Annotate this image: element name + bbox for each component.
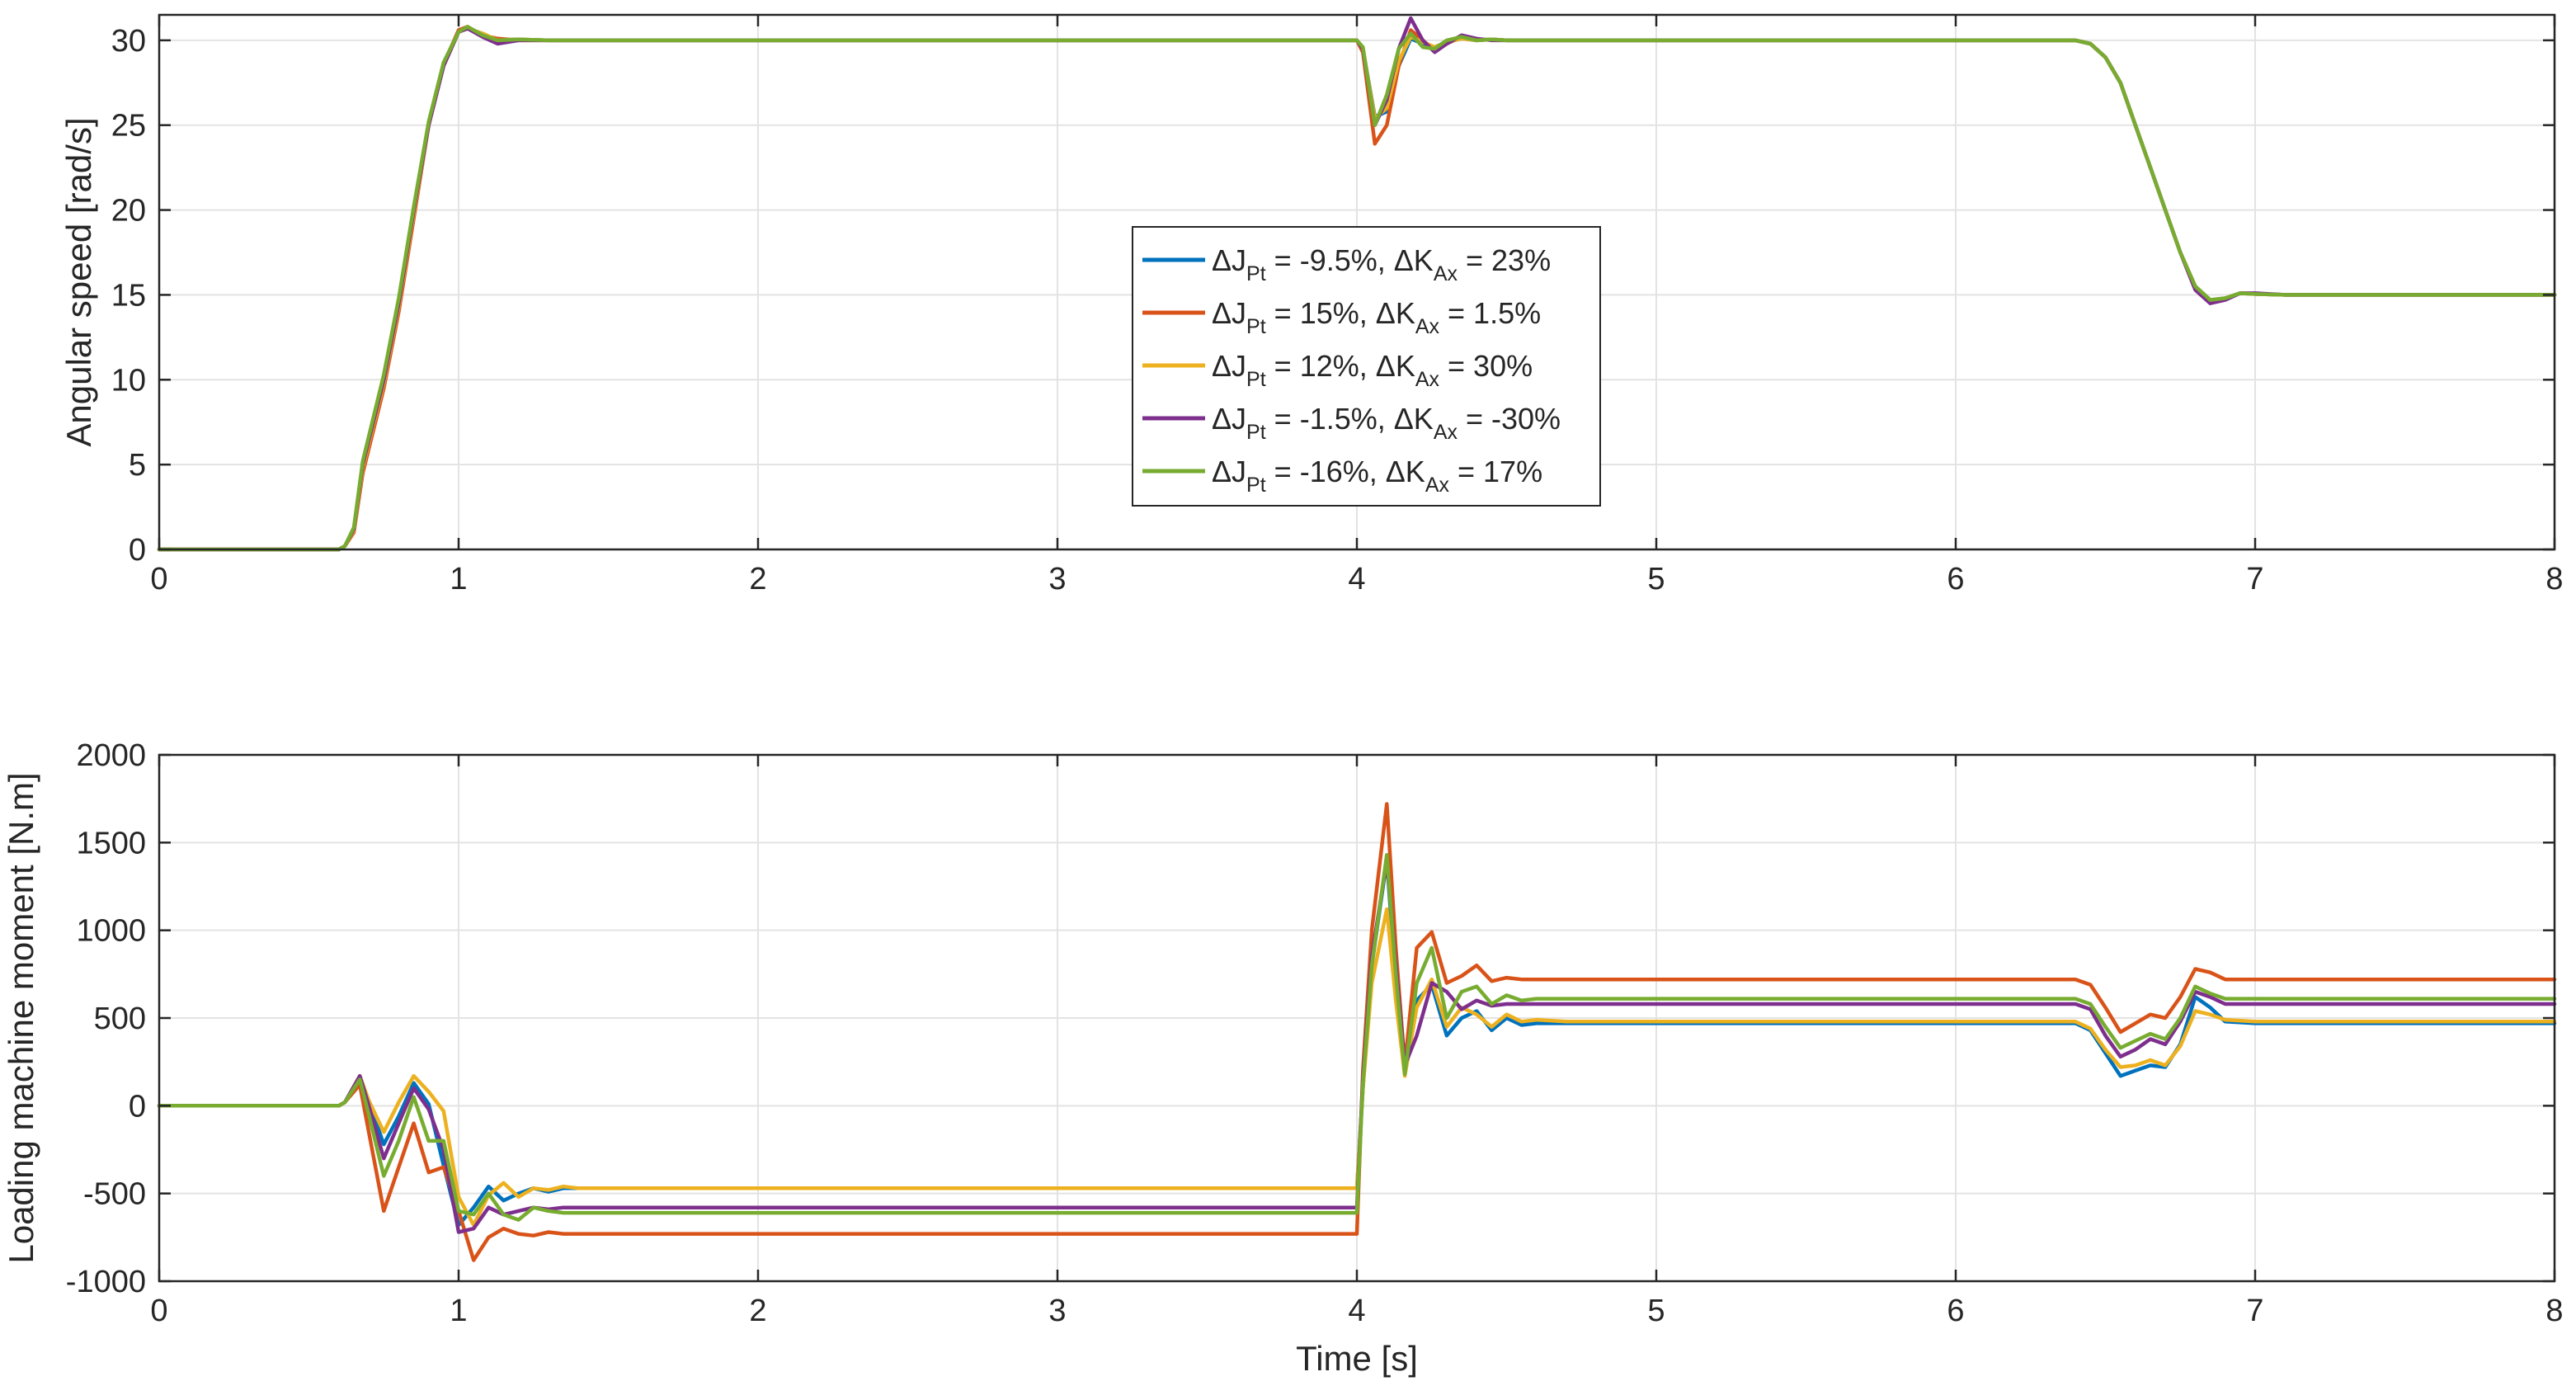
legend-subscript: Ax — [1425, 474, 1450, 497]
y-tick-label: 2000 — [76, 738, 146, 773]
legend-subscript: Pt — [1246, 421, 1266, 444]
x-tick-label: 2 — [749, 1294, 766, 1328]
x-tick-label: 7 — [2246, 562, 2263, 596]
legend-text-part: = 12%, — [1266, 349, 1376, 383]
x-tick-label: 8 — [2545, 1294, 2563, 1328]
x-tick-label: 5 — [1647, 1294, 1665, 1328]
y-tick-label: 1500 — [76, 826, 146, 860]
x-tick-label: 7 — [2246, 1294, 2263, 1328]
x-tick-label: 3 — [1048, 1294, 1066, 1328]
y-tick-label: 20 — [111, 194, 146, 229]
legend-subscript: Pt — [1246, 315, 1266, 338]
legend-text-part: ΔJ — [1212, 243, 1246, 277]
legend-subscript: Ax — [1434, 421, 1458, 444]
legend-text-part: = -1.5%, — [1266, 402, 1394, 436]
legend-subscript: Ax — [1434, 262, 1458, 285]
legend-box — [1132, 226, 1601, 507]
legend-text-part: ΔK — [1376, 296, 1415, 330]
legend-entry-1: ΔJPt = -9.5%, ΔKAx = 23% — [1212, 243, 1551, 285]
y-tick-label: 1000 — [76, 914, 146, 949]
legend-text-part: = 15%, — [1266, 296, 1376, 330]
legend: ΔJPt = -9.5%, ΔKAx = 23%ΔJPt = 15%, ΔKAx… — [1132, 226, 1601, 507]
y-tick-label: 25 — [111, 109, 146, 144]
y-tick-label: -1000 — [66, 1265, 146, 1299]
legend-subscript: Ax — [1415, 368, 1440, 391]
legend-text-part: = 1.5% — [1439, 296, 1541, 330]
legend-subscript: Pt — [1246, 262, 1266, 285]
legend-text-part: = -16%, — [1266, 455, 1386, 488]
x-tick-label: 2 — [749, 562, 766, 596]
legend-entry-2: ΔJPt = 15%, ΔKAx = 1.5% — [1212, 296, 1541, 338]
x-tick-label: 6 — [1947, 562, 1964, 596]
legend-text-part: ΔJ — [1212, 455, 1246, 488]
legend-text-part: = -30% — [1458, 402, 1561, 436]
y-tick-label: 0 — [129, 1089, 146, 1124]
legend-text-part: ΔJ — [1212, 349, 1246, 383]
series-line-5 — [157, 852, 2557, 1222]
y-tick-label: 0 — [129, 533, 146, 568]
legend-entry-5: ΔJPt = -16%, ΔKAx = 17% — [1212, 455, 1542, 497]
legend-text-part: ΔK — [1376, 349, 1415, 383]
x-tick-label: 3 — [1048, 562, 1066, 596]
y-tick-label: 10 — [111, 363, 146, 398]
speed-plot: 0 1 2 3 4 5 6 7 8 0 5 10 15 20 25 30 Angular speed [rad/… — [59, 13, 2564, 596]
x-tick-label: 0 — [150, 1294, 167, 1328]
legend-entry-3: ΔJPt = 12%, ΔKAx = 30% — [1212, 349, 1533, 391]
x-tick-label: 0 — [150, 562, 167, 596]
y-axis-title: Angular speed [rad/s] — [59, 117, 98, 446]
legend-text-part: ΔK — [1386, 455, 1425, 488]
series-line-5 — [157, 25, 2557, 552]
x-axis-title: Time [s] — [1296, 1339, 1418, 1378]
legend-text-part: = 30% — [1439, 349, 1533, 383]
y-tick-label: 5 — [129, 448, 146, 483]
y-axis-title: Loading machine moment [N.m] — [2, 772, 40, 1263]
legend-text-part: ΔJ — [1212, 402, 1246, 436]
legend-subscript: Pt — [1246, 368, 1266, 391]
x-tick-label: 1 — [450, 1294, 467, 1328]
x-tick-label: 5 — [1647, 562, 1665, 596]
legend-text-part: ΔJ — [1212, 296, 1246, 330]
legend-text-part: = -9.5%, — [1266, 243, 1394, 277]
x-tick-label: 4 — [1348, 1294, 1365, 1328]
x-tick-label: 4 — [1348, 562, 1365, 596]
legend-text-part: ΔK — [1394, 402, 1434, 436]
legend-text-part: = 23% — [1458, 243, 1551, 277]
y-tick-label: 500 — [94, 1002, 146, 1036]
x-tick-label: 8 — [2545, 562, 2563, 596]
legend-text-part: = 17% — [1449, 455, 1542, 488]
y-tick-label: -500 — [83, 1177, 146, 1212]
x-tick-label: 1 — [450, 562, 467, 596]
y-tick-label: 30 — [111, 24, 146, 59]
legend-text-part: ΔK — [1394, 243, 1434, 277]
x-tick-label: 6 — [1947, 1294, 1964, 1328]
y-tick-label: 15 — [111, 278, 146, 313]
legend-entry-4: ΔJPt = -1.5%, ΔKAx = -30% — [1212, 402, 1561, 444]
legend-subscript: Ax — [1415, 315, 1440, 338]
moment-plot: 0 1 2 3 4 5 6 7 8 -1000 -500 0 500 1000 1500 2000 Loadin… — [2, 738, 2564, 1378]
legend-subscript: Pt — [1246, 474, 1266, 497]
